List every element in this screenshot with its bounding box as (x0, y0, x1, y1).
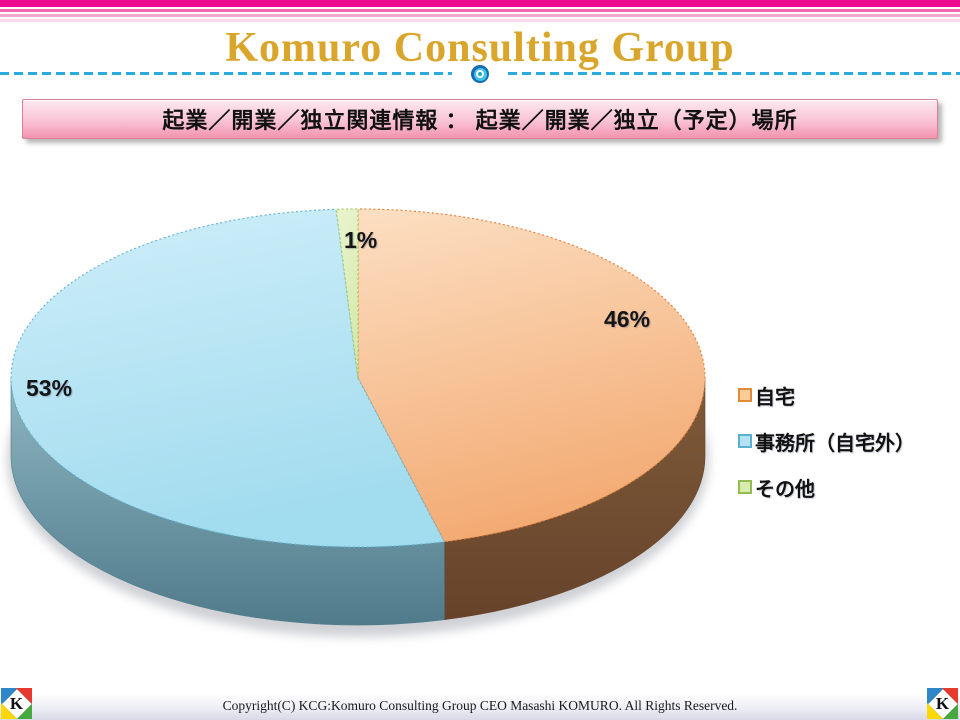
logo-letter: K (9, 693, 24, 713)
footer-strip (0, 694, 960, 720)
divider-dash-left (0, 72, 452, 75)
brand-title: Komuro Consulting Group (225, 25, 735, 71)
chart-legend: 自宅 事務所（自宅外） その他 (738, 372, 915, 510)
legend-item-office: 事務所（自宅外） (738, 418, 915, 464)
legend-swatch-office (738, 434, 752, 448)
legend-swatch-other (738, 480, 752, 494)
legend-swatch-home (738, 388, 752, 402)
legend-item-other: その他 (738, 464, 915, 510)
ornament-ring (473, 67, 487, 81)
pie-data-label-other: 1% (344, 227, 378, 253)
pie-chart (7, 208, 709, 637)
copyright-text: Copyright(C) KCG:Komuro Consulting Group… (222, 698, 738, 713)
slide-heading-text: 起業／開業／独立関連情報 ： 起業／開業／独立（予定）場所 (162, 108, 798, 133)
pie-data-label-office: 53% (26, 375, 73, 401)
ornament-dot (478, 72, 482, 76)
legend-item-home: 自宅 (738, 372, 915, 418)
pie-slice-0 (357, 208, 706, 543)
kcg-logo-right: K (927, 688, 958, 719)
divider-dash-right (508, 72, 960, 75)
pie-data-label-home: 46% (604, 306, 651, 332)
pie-slice-2 (335, 208, 359, 379)
pie-chart-area: 46% 53% 1% 自宅 事務所（自宅外） その他 (0, 160, 960, 694)
logo-letter: K (935, 693, 950, 713)
pie-slice-1 (10, 208, 445, 548)
header-stripes (0, 0, 960, 22)
kcg-logo-left: K (1, 688, 32, 719)
legend-label-office: 事務所（自宅外） (755, 432, 915, 455)
legend-label-other: その他 (755, 478, 815, 501)
legend-label-home: 自宅 (755, 386, 795, 409)
slide-heading-bar: 起業／開業／独立関連情報 ： 起業／開業／独立（予定）場所 (22, 99, 938, 139)
ornament-ring-inner (476, 70, 484, 78)
target-ornament-icon (471, 65, 489, 83)
